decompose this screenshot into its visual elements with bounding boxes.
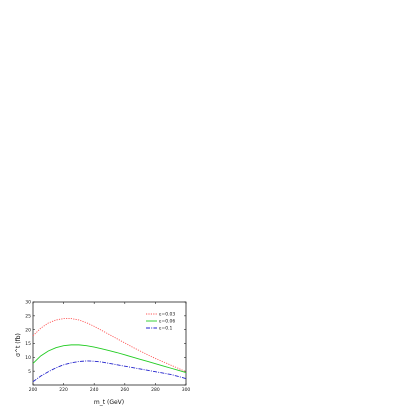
- y-axis-label: σ^t (fb): [15, 333, 22, 357]
- x-tick-label: 260: [121, 387, 130, 393]
- series-line-0: [32, 318, 187, 373]
- legend-label-1: ε=0.06: [159, 319, 175, 325]
- y-tick-label: 30: [25, 300, 31, 306]
- x-tick-label: 240: [90, 387, 99, 393]
- y-tick-label: 10: [25, 355, 31, 361]
- legend: ε=0.03ε=0.06ε=0.1: [146, 312, 175, 332]
- series-line-1: [32, 344, 187, 373]
- series-line-2: [32, 360, 187, 383]
- y-tick-label: 15: [25, 341, 31, 347]
- y-tick-label: 25: [25, 313, 31, 319]
- y-tick-label: 20: [25, 327, 31, 333]
- legend-label-2: ε=0.1: [159, 326, 172, 332]
- x-axis-label: m_t (GeV): [94, 399, 124, 406]
- x-tick-label: 280: [151, 387, 160, 393]
- series-lines: [32, 318, 187, 383]
- x-tick-label: 300: [182, 387, 191, 393]
- axis-ticks: 200 220 240 260 280 300 5 10 15 20 25 30: [25, 300, 190, 393]
- y-tick-label: 5: [28, 369, 31, 375]
- legend-label-0: ε=0.03: [159, 312, 175, 318]
- x-tick-label: 200: [29, 387, 38, 393]
- x-tick-label: 220: [59, 387, 68, 393]
